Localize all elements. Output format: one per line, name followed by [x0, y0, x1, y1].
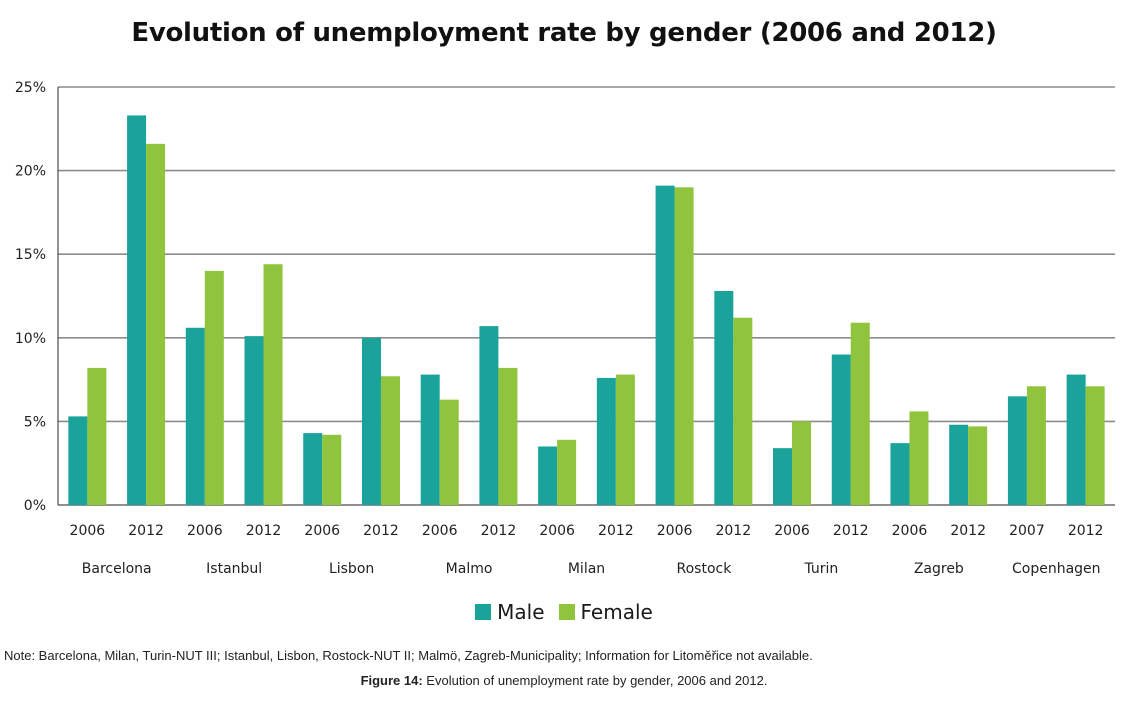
bar-male [538, 446, 558, 505]
legend-item-female: Female [558, 600, 653, 624]
x-group-label: Malmo [446, 561, 493, 577]
x-group-label: Lisbon [329, 561, 374, 577]
bar-female [968, 426, 988, 505]
legend-item-male: Male [475, 600, 545, 624]
bar-male [303, 433, 323, 505]
x-group-label: Turin [803, 561, 838, 577]
x-tick-label-year: 2006 [774, 523, 810, 539]
x-tick-label-year: 2012 [481, 523, 517, 539]
x-tick-label-year: 2012 [246, 523, 282, 539]
y-tick-label: 15% [15, 247, 46, 263]
x-group-label: Copenhagen [1012, 561, 1101, 577]
bar-female [1085, 386, 1105, 505]
bar-male [185, 327, 205, 505]
bar-female [1026, 386, 1046, 505]
x-tick-label-year: 2012 [715, 523, 751, 539]
caption-prefix: Figure 14: [360, 673, 423, 688]
x-group-label: Barcelona [82, 561, 152, 577]
bar-female [263, 264, 283, 505]
x-tick-label-year: 2006 [70, 523, 106, 539]
bar-female [204, 270, 224, 505]
bar-male [949, 424, 969, 505]
legend: Male Female [0, 600, 1128, 624]
bar-male [596, 377, 616, 505]
y-tick-label: 10% [15, 331, 46, 347]
bar-male [244, 336, 264, 505]
y-tick-label: 5% [24, 414, 46, 430]
bar-female [439, 399, 459, 505]
bar-female [909, 411, 929, 505]
x-group-label: Rostock [677, 561, 733, 577]
bar-female [557, 439, 577, 505]
x-tick-label-year: 2006 [304, 523, 340, 539]
x-tick-label-year: 2006 [539, 523, 575, 539]
bar-female [322, 434, 342, 505]
bar-male [714, 290, 734, 505]
y-tick-label: 20% [15, 164, 46, 180]
caption-text: Evolution of unemployment rate by gender… [422, 673, 768, 688]
figure-caption: Figure 14: Evolution of unemployment rat… [0, 673, 1128, 688]
y-tick-label: 0% [24, 498, 46, 514]
x-group-label: Milan [568, 561, 605, 577]
bar-male [361, 337, 381, 505]
bar-male [655, 185, 675, 505]
bar-male [68, 416, 88, 505]
x-tick-label-year: 2006 [892, 523, 928, 539]
legend-label-female: Female [580, 600, 653, 624]
chart-title: Evolution of unemployment rate by gender… [131, 18, 997, 48]
x-tick-label-year: 2012 [128, 523, 164, 539]
bar-male [420, 374, 440, 505]
x-tick-label-year: 2012 [598, 523, 634, 539]
female-swatch [558, 604, 575, 620]
x-tick-label-year: 2006 [422, 523, 458, 539]
bar-female [87, 367, 107, 505]
bar-chart: 0% 5% 10% 15% 20% 25% 2006 2012 2006 2012 2006 2012… [15, 80, 1115, 577]
bar-male [890, 443, 910, 505]
x-tick-label-year: 2006 [657, 523, 693, 539]
bar-female [146, 143, 166, 505]
legend-label-male: Male [497, 600, 545, 624]
bar-female [498, 367, 518, 505]
x-group-label: Zagreb [914, 561, 964, 577]
bar-male [479, 326, 499, 505]
x-tick-label-year: 2012 [363, 523, 399, 539]
bar-male [831, 354, 851, 505]
bar-female [733, 317, 753, 505]
bar-male [1007, 396, 1027, 505]
x-tick-label-year: 2006 [187, 523, 223, 539]
bar-male [127, 115, 147, 505]
male-swatch [475, 604, 492, 620]
bar-female [674, 187, 694, 505]
chart-note: Note: Barcelona, Milan, Turin-NUT III; I… [4, 648, 813, 663]
y-tick-label: 25% [15, 80, 46, 96]
bar-female [850, 322, 870, 505]
x-tick-label-year: 2012 [1068, 523, 1104, 539]
bar-female [615, 374, 635, 505]
x-tick-label-year: 2012 [833, 523, 869, 539]
bar-male [773, 448, 793, 505]
bar-female [792, 421, 812, 505]
x-group-label: Istanbul [206, 561, 262, 577]
bar-female [380, 376, 400, 505]
x-tick-label-year: 2007 [1009, 523, 1045, 539]
x-tick-label-year: 2012 [950, 523, 986, 539]
bar-male [1066, 374, 1086, 505]
